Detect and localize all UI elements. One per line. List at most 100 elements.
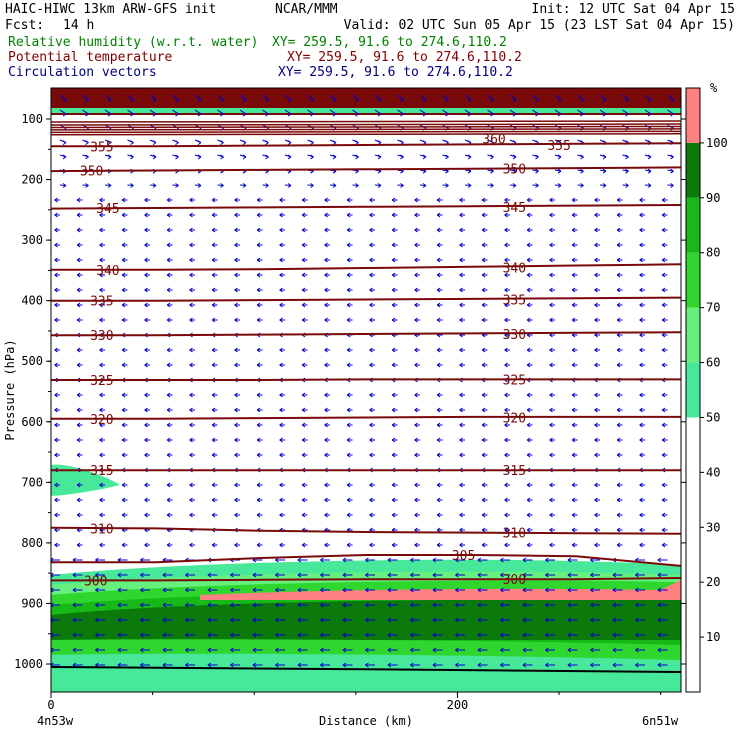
vector-arrowhead [320,572,324,578]
vector-arrowhead [320,587,324,593]
vector-arrowhead [467,111,472,117]
vector-arrowhead [324,407,328,413]
vector-arrowhead [121,272,126,278]
vector-arrowhead [99,482,103,488]
vector-arrowhead [279,302,283,308]
theta-contour-300 [51,577,681,582]
vector-arrowhead [504,257,508,263]
vector-arrowhead [197,183,202,188]
vector-arrowhead [477,557,482,563]
vector-arrowhead [459,362,463,368]
vector-arrowhead [369,482,373,488]
vector-arrowhead [117,602,122,608]
vector-arrowhead [144,257,148,263]
vector-arrowhead [301,392,306,398]
vector-arrowhead [152,154,157,160]
plot-frame [50,87,682,693]
vector-arrowhead [594,272,598,278]
vector-arrowhead [459,512,463,518]
vector-arrowhead [580,154,584,160]
vector-arrowhead [99,242,103,248]
vector-arrowhead [365,557,369,563]
vector-arrowhead [166,197,171,203]
vector-arrowhead [189,422,193,428]
vector-arrowhead [130,140,134,146]
vector-arrowhead [481,422,486,428]
vector-arrowhead [526,242,531,248]
vector-arrowhead [207,617,212,623]
vector-arrowhead [612,572,617,578]
vector-arrowhead [121,212,126,218]
vector-arrowhead [189,302,193,308]
vector-arrowhead [76,212,81,218]
vector-arrowhead [590,632,594,638]
vector-arrowhead [121,407,126,413]
vector-arrowhead [140,587,144,593]
vector-arrowhead [130,183,134,188]
vector-arrowhead [369,257,373,263]
vector-arrowhead [279,212,283,218]
vector-arrowhead [162,632,167,638]
theta-label: 355 [547,139,570,154]
vector-arrowhead [279,392,283,398]
vector-arrowhead [535,168,539,174]
vector-arrowhead [594,392,598,398]
vector-arrowhead [504,347,508,353]
vector-arrowhead [387,602,392,608]
theta-label: 330 [90,329,113,344]
vector-arrowhead [76,392,81,398]
vector-arrowhead [436,362,441,368]
vector-arrowhead [310,140,314,146]
vector-arrowhead [324,272,328,278]
vector-arrowhead [275,647,279,653]
vector-arrowhead [661,212,666,218]
vector-arrowhead [54,272,58,278]
vector-arrowhead [230,632,234,638]
vector-arrowhead [256,512,261,518]
vector-arrowhead [297,662,302,668]
vector-arrowhead [594,317,598,323]
colorbar-tick-label: 90 [706,191,720,205]
vector-arrowhead [467,97,472,103]
vector-arrowhead [346,257,351,263]
vector-arrowhead [121,302,126,308]
vector-arrowhead [526,212,531,218]
vector-arrowhead [117,632,122,638]
vector-arrowhead [545,587,549,593]
vector-arrowhead [504,482,508,488]
vector-arrowhead [436,512,441,518]
y-tick-label: 400 [21,294,43,308]
vector-arrowhead [657,602,662,608]
vector-arrowhead [175,183,179,188]
vector-arrowhead [185,662,189,668]
vector-arrowhead [346,212,351,218]
vector-arrowhead [211,242,216,248]
vector-arrowhead [234,362,238,368]
vector-arrowhead [144,347,148,353]
vector-arrowhead [144,452,148,458]
vector-arrowhead [670,168,674,174]
vector-arrowhead [657,617,662,623]
vector-arrowhead [252,632,257,638]
theta-contour-355 [51,142,681,148]
y-tick-label: 800 [21,536,43,550]
vector-arrowhead [355,111,359,117]
vector-arrowhead [346,317,351,323]
vector-arrowhead [557,183,562,188]
vector-arrowhead [211,302,216,308]
vector-arrowhead [490,154,494,160]
vector-arrowhead [571,407,576,413]
vector-arrowhead [571,512,576,518]
vector-arrowhead [234,437,238,443]
vector-arrowhead [557,111,562,117]
vector-arrowhead [144,242,148,248]
vector-arrowhead [504,197,508,203]
vector-arrowhead [234,302,238,308]
vector-arrowhead [211,482,216,488]
vector-arrowhead [377,183,382,188]
vector-arrowhead [197,140,202,146]
vector-arrowhead [594,197,598,203]
vector-arrowhead [549,212,553,218]
vector-arrowhead [99,257,103,263]
vector-arrowhead [121,347,126,353]
